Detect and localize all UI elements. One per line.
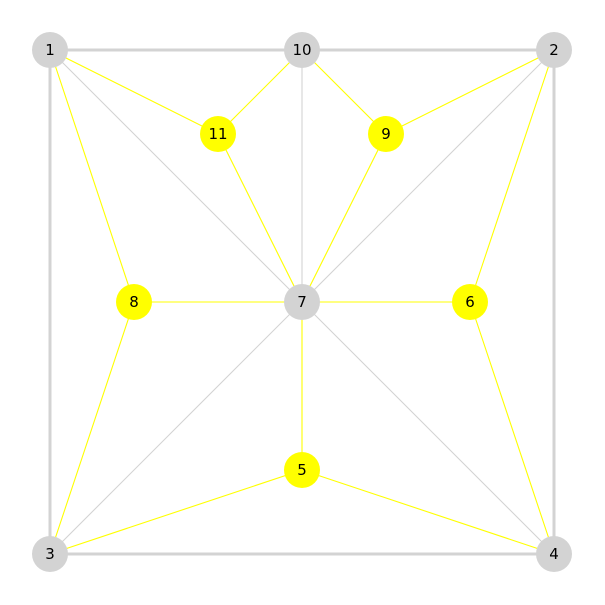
node-circle-4 <box>536 536 572 572</box>
node-label-7: 7 <box>297 293 307 311</box>
edge-1-7 <box>49 49 303 303</box>
node-label-1: 1 <box>45 41 55 59</box>
node-label-8: 8 <box>129 293 139 311</box>
node-circle-7 <box>284 284 320 320</box>
node-circle-10 <box>284 32 320 68</box>
node-label-6: 6 <box>465 293 475 311</box>
node-circle-5 <box>284 452 320 488</box>
edge-5-4 <box>301 469 555 555</box>
edge-2-7 <box>301 49 555 303</box>
node-label-5: 5 <box>297 461 307 479</box>
node-3: 3 <box>32 536 68 572</box>
edge-10-9 <box>301 49 387 135</box>
node-10: 10 <box>284 32 320 68</box>
node-6: 6 <box>452 284 488 320</box>
node-label-3: 3 <box>45 545 55 563</box>
node-11: 11 <box>200 116 236 152</box>
node-1: 1 <box>32 32 68 68</box>
edge-6-4 <box>469 301 555 555</box>
edge-2-6 <box>469 49 555 303</box>
edge-11-7 <box>217 133 303 303</box>
edge-3-5 <box>49 469 303 555</box>
edges-layer <box>48 48 556 556</box>
node-circle-6 <box>452 284 488 320</box>
node-circle-8 <box>116 284 152 320</box>
node-label-11: 11 <box>208 125 227 143</box>
node-5: 5 <box>284 452 320 488</box>
node-circle-2 <box>536 32 572 68</box>
node-circle-9 <box>368 116 404 152</box>
edge-8-3 <box>49 301 135 555</box>
edge-9-7 <box>301 133 387 303</box>
nodes-layer: 1 2 3 4 5 6 7 8 9 10 11 <box>32 32 572 572</box>
node-label-4: 4 <box>549 545 559 563</box>
node-circle-1 <box>32 32 68 68</box>
edge-2-9 <box>385 49 555 135</box>
node-circle-3 <box>32 536 68 572</box>
node-8: 8 <box>116 284 152 320</box>
edge-10-11 <box>217 49 303 135</box>
node-label-10: 10 <box>292 41 311 59</box>
edge-3-7 <box>49 301 303 555</box>
node-label-2: 2 <box>549 41 559 59</box>
node-7: 7 <box>284 284 320 320</box>
node-9: 9 <box>368 116 404 152</box>
edge-1-11 <box>49 49 219 135</box>
node-label-9: 9 <box>381 125 391 143</box>
node-2: 2 <box>536 32 572 68</box>
edge-4-7 <box>301 301 555 555</box>
node-circle-11 <box>200 116 236 152</box>
edge-1-8 <box>49 49 135 303</box>
node-4: 4 <box>536 536 572 572</box>
